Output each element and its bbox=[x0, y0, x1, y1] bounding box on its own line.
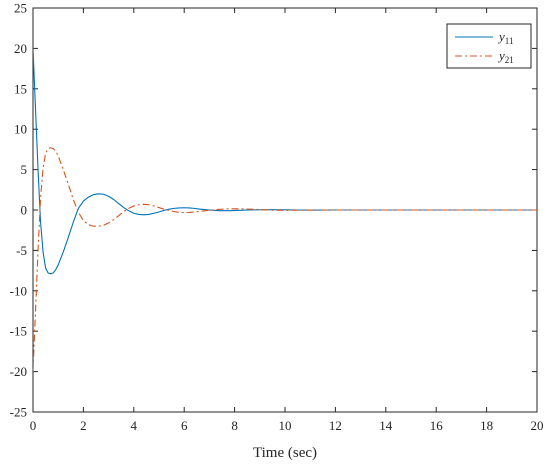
y-tick-label: 20 bbox=[14, 41, 27, 56]
legend-box bbox=[446, 23, 532, 69]
y-tick-label: -15 bbox=[10, 324, 27, 339]
x-tick-label: 10 bbox=[279, 418, 292, 433]
x-tick-label: 18 bbox=[480, 418, 493, 433]
series-line-y21 bbox=[33, 147, 537, 372]
y-tick-label: 5 bbox=[21, 162, 28, 177]
x-tick-label: 14 bbox=[379, 418, 393, 433]
y-tick-label: 0 bbox=[21, 203, 28, 218]
y-tick-label: 15 bbox=[14, 81, 27, 96]
x-tick-label: 8 bbox=[231, 418, 238, 433]
x-axis-label: Time (sec) bbox=[253, 445, 317, 461]
legend-label-y11: y11 bbox=[497, 29, 513, 46]
x-tick-label: 6 bbox=[181, 418, 188, 433]
y-tick-label: 25 bbox=[14, 1, 27, 16]
legend-label-y21: y21 bbox=[497, 48, 514, 65]
series-layer bbox=[33, 48, 537, 372]
x-tick-label: 12 bbox=[329, 418, 342, 433]
y-tick-label: -10 bbox=[10, 283, 27, 298]
y-tick-label: -25 bbox=[10, 405, 27, 420]
x-axis: 0 2 4 6 8 10 12 14 16 18 20 bbox=[30, 8, 544, 433]
y-tick-label: 10 bbox=[14, 122, 27, 137]
y-tick-label: -20 bbox=[10, 364, 27, 379]
x-tick-label: 2 bbox=[80, 418, 87, 433]
x-tick-label: 0 bbox=[30, 418, 37, 433]
x-tick-label: 20 bbox=[531, 418, 544, 433]
x-tick-label: 4 bbox=[131, 418, 138, 433]
y-tick-label: -5 bbox=[16, 243, 27, 258]
x-tick-label: 16 bbox=[430, 418, 444, 433]
